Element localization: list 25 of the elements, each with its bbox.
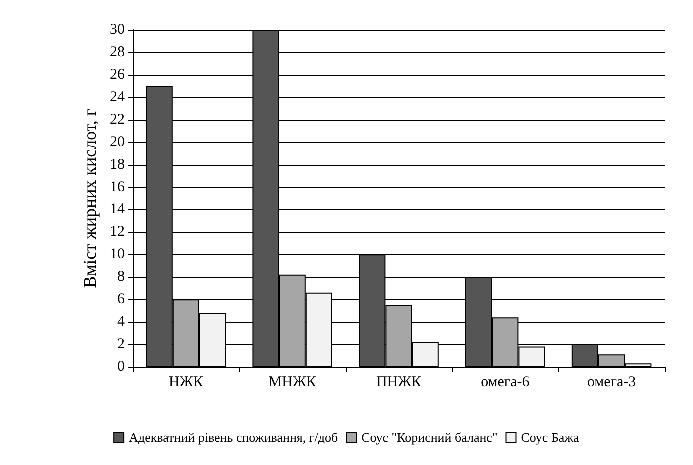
y-tick-label: 0 (118, 359, 125, 375)
y-tick-label: 24 (110, 89, 126, 106)
y-tick-label: 10 (110, 246, 125, 263)
legend-label: Адекватний рівень споживання, г/доб (129, 430, 338, 445)
x-tick-label: ПНЖК (376, 374, 423, 390)
legend-label: Соус Бажа (521, 430, 580, 445)
x-tick-label: НЖК (169, 374, 204, 390)
legend-label: Соус "Корисний баланс" (362, 430, 498, 445)
y-tick-label: 2 (118, 336, 125, 353)
x-tick-label: МНЖК (268, 374, 318, 390)
y-tick-label: 12 (110, 224, 125, 240)
x-tick-label: омега-6 (481, 374, 530, 390)
y-tick-label: 26 (110, 66, 126, 83)
x-tick-label: омега-3 (587, 374, 636, 390)
y-tick-label: 8 (118, 269, 125, 286)
y-axis-title: Вміст жирних кислот, г (80, 108, 100, 288)
y-tick-label: 28 (110, 44, 125, 60)
y-tick-label: 18 (110, 156, 125, 173)
y-tick-label: 6 (118, 292, 126, 308)
y-tick-label: 20 (110, 134, 125, 150)
y-tick-label: 16 (110, 179, 126, 196)
y-tick-label: 14 (110, 202, 126, 218)
y-tick-label: 4 (118, 314, 126, 330)
y-tick-label: 30 (110, 22, 125, 38)
y-tick-label: 22 (110, 112, 125, 128)
